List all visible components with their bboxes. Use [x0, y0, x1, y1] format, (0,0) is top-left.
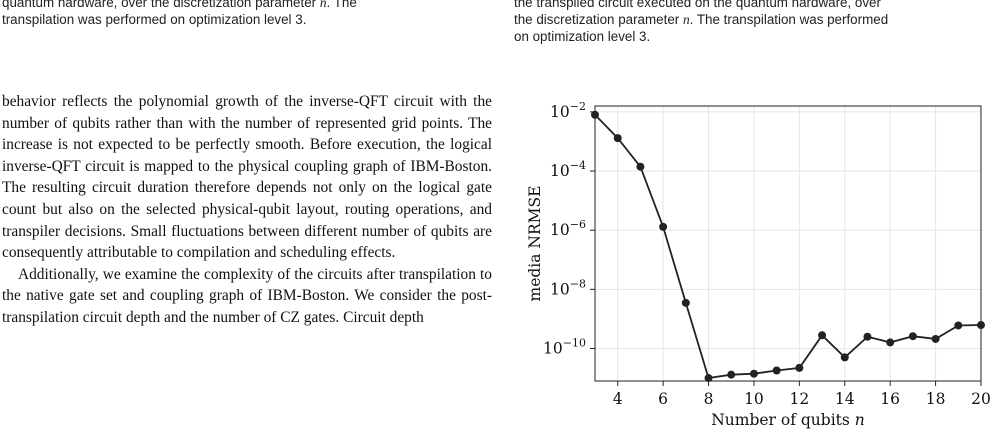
y-tick-label: 10−8	[550, 277, 586, 298]
data-point	[591, 110, 599, 119]
chart-axes	[594, 105, 982, 382]
x-tick-label: 18	[926, 390, 946, 408]
caption-text: transpilation was performed on optimizat…	[2, 12, 296, 27]
data-point	[613, 134, 622, 143]
caption-param: n	[319, 0, 327, 10]
caption-text: on optimization level	[514, 29, 640, 44]
caption-text: .	[646, 29, 651, 44]
caption-text: the transpiled circuit executed on the q…	[514, 0, 881, 10]
caption-text: the discretization parameter	[514, 12, 683, 27]
series-line	[594, 114, 982, 380]
paragraph-1: behavior reflects the polynomial growth …	[2, 93, 492, 262]
x-tick-label: 16	[880, 390, 900, 408]
data-point	[931, 334, 940, 343]
caption-level: 3	[295, 12, 303, 27]
y-axis-ticks: 10−2 10−4 10−6 10−8 10−10	[543, 100, 595, 357]
data-point	[636, 162, 645, 171]
x-tick-label: 14	[835, 390, 855, 408]
data-point	[704, 374, 713, 383]
data-point	[749, 369, 758, 378]
y-tick-label: 10−2	[550, 100, 586, 121]
data-point	[886, 338, 895, 347]
data-point	[863, 332, 872, 341]
paragraph-2: Additionally, we examine the complexity …	[2, 265, 492, 326]
data-point	[818, 331, 827, 340]
caption-text: . The transpilation was performed	[689, 12, 889, 27]
series-nrmse	[591, 110, 985, 383]
plot-frame	[594, 105, 982, 382]
nrmse-chart: 4 6 8 10 12 14 16 18 20 10−2 10−4 10−6 10−8 10−10 Nu…	[526, 100, 991, 429]
x-tick-label: 8	[704, 390, 714, 408]
y-axis-label: media NRMSE	[526, 186, 544, 302]
x-axis-ticks: 4 6 8 10 12 14 16 18 20	[613, 381, 991, 408]
caption-text: .	[302, 12, 307, 27]
y-tick-label: 10−4	[550, 159, 586, 180]
x-tick-label: 4	[613, 390, 623, 408]
body-text: behavior reflects the polynomial growth …	[2, 91, 492, 329]
data-point	[659, 222, 668, 231]
figure-caption-right: the transpiled circuit executed on the q…	[514, 0, 994, 45]
data-point	[681, 298, 690, 307]
caption-param: n	[682, 12, 690, 27]
x-axis-label: Number of qubits n	[711, 411, 865, 429]
caption-level: 3	[639, 29, 647, 44]
x-tick-label: 20	[971, 390, 991, 408]
caption-text: . The	[326, 0, 357, 10]
data-point	[840, 353, 849, 362]
y-tick-label: 10−10	[543, 336, 586, 357]
x-tick-label: 6	[658, 390, 668, 408]
data-point	[977, 321, 985, 330]
figure-caption-left: quantum hardware, over the discretizatio…	[2, 0, 478, 28]
x-tick-label: 10	[744, 390, 764, 408]
x-tick-label: 12	[789, 390, 809, 408]
caption-text: quantum hardware, over the discretizatio…	[2, 0, 320, 10]
chart-grid	[595, 106, 982, 381]
data-point	[772, 366, 781, 375]
data-point	[908, 332, 917, 341]
data-point	[795, 363, 804, 372]
y-tick-label: 10−6	[550, 218, 586, 239]
data-point	[954, 321, 963, 330]
data-point	[727, 370, 736, 379]
